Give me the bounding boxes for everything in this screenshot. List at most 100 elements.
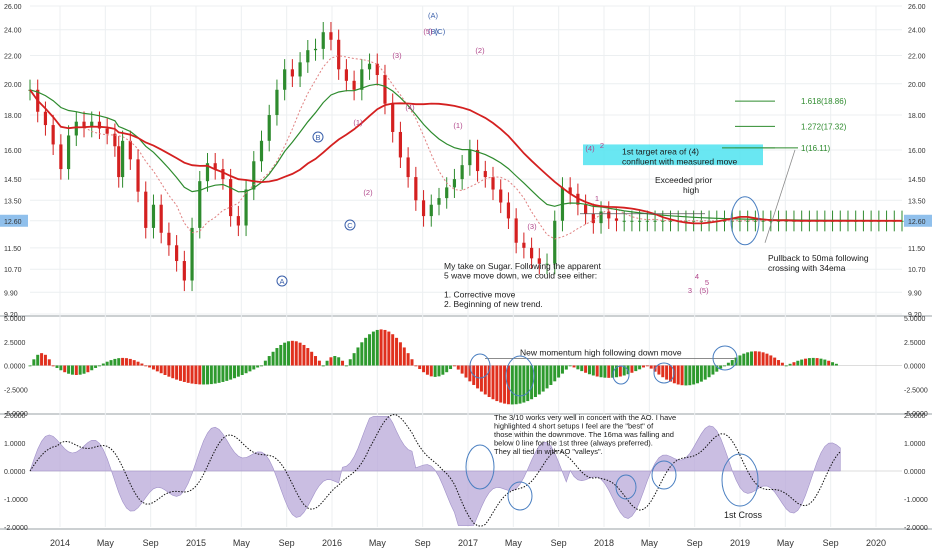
wave-label: 3 xyxy=(688,286,692,295)
y-tick-label-left: 24.00 xyxy=(4,28,22,35)
candle-body xyxy=(159,204,163,233)
ao-bar xyxy=(310,351,314,366)
candle-body xyxy=(190,227,194,281)
candle-body xyxy=(175,245,179,262)
ao-bar xyxy=(113,358,117,366)
candle-body xyxy=(229,179,233,217)
candle-body xyxy=(406,157,410,178)
candle-body xyxy=(352,80,356,90)
ao-tick-right: -2.5000 xyxy=(904,387,928,394)
candle-body xyxy=(290,69,294,77)
ao-bar xyxy=(194,365,198,385)
ao-bar xyxy=(70,365,74,375)
ao-bar xyxy=(151,365,155,370)
osc-tick-left: -2.0000 xyxy=(4,525,28,532)
candle-body xyxy=(645,220,649,222)
ao-bar xyxy=(298,342,302,366)
candle-body xyxy=(51,125,55,145)
x-tick-label: May xyxy=(97,538,115,548)
candle-body xyxy=(746,220,750,222)
candle-body xyxy=(506,202,511,219)
ao-bar xyxy=(425,365,429,375)
ao-bar xyxy=(290,340,294,366)
fib-level-label: 1.272(17.32) xyxy=(801,122,847,131)
candle-body xyxy=(74,121,78,136)
ao-bar xyxy=(341,360,345,366)
x-tick-label: 2017 xyxy=(458,538,478,548)
ao-bar xyxy=(182,365,186,382)
candle-body xyxy=(522,242,526,248)
y-tick-label-left: 26.00 xyxy=(4,4,22,11)
ao-bar xyxy=(263,360,267,366)
y-tick-label-left: 16.00 xyxy=(4,148,22,155)
ao-bar xyxy=(329,357,333,366)
wave-label: 5 xyxy=(705,278,709,287)
ao-bar xyxy=(676,365,680,385)
ao-bar xyxy=(572,365,576,368)
ao-bar xyxy=(568,365,572,367)
candle-body xyxy=(97,121,102,129)
ao-bar xyxy=(715,365,719,372)
candle-body xyxy=(638,220,642,222)
pullback-circle xyxy=(730,196,760,246)
wave-label: 4 xyxy=(695,272,699,281)
ao-bar xyxy=(32,359,36,366)
ao-bar xyxy=(522,365,526,403)
ao-bar xyxy=(541,365,545,392)
y-tick-label-left: 18.00 xyxy=(4,113,22,120)
candle-body xyxy=(491,177,495,190)
wave-label: B xyxy=(315,133,320,142)
osc-area xyxy=(29,416,841,526)
wave-label: (2) xyxy=(475,46,485,55)
ao-bar xyxy=(217,365,221,383)
ao-bar xyxy=(105,361,109,366)
ao-bar xyxy=(171,365,175,379)
ao-bar xyxy=(252,365,256,370)
ao-bar xyxy=(630,365,634,373)
ao-bar xyxy=(267,356,271,366)
wave-label: (A) xyxy=(428,11,439,20)
ao-bar xyxy=(807,358,811,366)
x-tick-label: 2015 xyxy=(186,538,206,548)
x-tick-label: 2019 xyxy=(730,538,750,548)
ao-bar xyxy=(576,365,580,370)
ao-bar xyxy=(325,360,329,366)
ao-bar xyxy=(665,365,669,380)
ao-bar xyxy=(36,354,40,366)
ao-bar xyxy=(40,353,44,366)
candle-body xyxy=(360,69,364,90)
ao-tick-right: -5.0000 xyxy=(904,411,928,418)
ao-bar xyxy=(757,351,761,366)
osc-circle xyxy=(615,474,637,500)
candle-body xyxy=(367,63,372,70)
ao-bar xyxy=(680,365,684,386)
ao-bar xyxy=(530,365,534,400)
osc-tick-right: 0.0000 xyxy=(904,469,926,476)
ao-bar xyxy=(692,365,696,385)
ao-bar xyxy=(545,365,549,389)
ao-bar xyxy=(638,365,642,370)
ao-bar xyxy=(834,363,838,366)
ao-bar xyxy=(792,362,796,366)
ao-bar xyxy=(229,365,233,380)
candle-body xyxy=(529,247,534,259)
ao-bar xyxy=(244,365,248,374)
axes: 2014 May Sep 2015 May Sep 2016 May Sep 2017 May Sep… xyxy=(0,4,932,548)
price-marker-right xyxy=(904,214,932,227)
ao-bar xyxy=(260,365,264,367)
ao-bar xyxy=(723,365,727,367)
candle-body xyxy=(553,220,557,264)
candle-body xyxy=(653,220,657,222)
price-panel xyxy=(28,22,904,292)
ao-circle xyxy=(653,362,675,384)
ao-bar xyxy=(773,357,777,366)
candle-body xyxy=(738,220,742,222)
ao-bar xyxy=(645,365,649,367)
ao-bar xyxy=(364,337,368,366)
x-tick-label: Sep xyxy=(279,538,295,548)
ao-bar xyxy=(275,348,279,366)
ao-bar xyxy=(383,329,387,366)
candle-body xyxy=(599,211,603,224)
ao-bar xyxy=(190,365,194,384)
candle-body xyxy=(391,103,395,132)
